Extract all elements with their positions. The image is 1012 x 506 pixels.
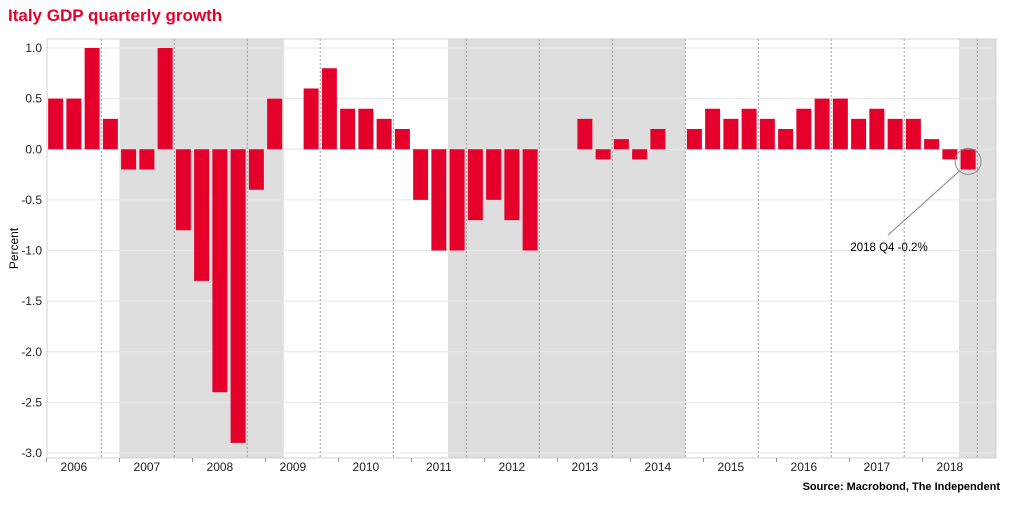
bar — [796, 108, 812, 150]
x-tick-label: 2011 — [426, 460, 452, 474]
axes: 1.0 0.5 0.0 -0.5 -1.0 -1.5 -2.0 -2.5 -3.0 2006 200… — [21, 38, 997, 474]
x-tick-label: 2016 — [791, 460, 818, 474]
bar — [340, 108, 356, 150]
bar — [759, 118, 775, 150]
bar — [924, 139, 940, 150]
recession-band — [448, 39, 686, 458]
bar — [650, 129, 666, 150]
y-tick-label: -1.5 — [21, 294, 42, 308]
bar — [595, 149, 611, 160]
annotation-label: 2018 Q4 -0.2% — [850, 242, 927, 254]
bar — [522, 149, 538, 251]
bar — [832, 98, 848, 150]
x-tick-label: 2009 — [280, 460, 307, 474]
source-note: Source: Macrobond, The Independent — [802, 481, 1000, 493]
x-tick-label: 2015 — [718, 460, 745, 474]
x-tick-label: 2014 — [645, 460, 672, 474]
y-tick-label: -1.0 — [21, 244, 42, 258]
bar — [212, 149, 228, 393]
y-tick-label: -0.5 — [21, 193, 42, 207]
bar — [851, 118, 867, 150]
bar — [376, 118, 392, 150]
bar — [321, 68, 337, 150]
x-tick-label: 2006 — [61, 460, 88, 474]
bar — [632, 149, 648, 160]
y-tick-label: 0.5 — [25, 92, 42, 106]
bar — [139, 149, 155, 170]
bar — [705, 108, 721, 150]
bar — [814, 98, 830, 150]
bar — [413, 149, 429, 200]
bars — [48, 48, 976, 443]
bar — [175, 149, 191, 231]
bar — [960, 149, 976, 170]
bar — [905, 118, 921, 150]
x-tick-label: 2007 — [134, 460, 161, 474]
x-tick-label: 2012 — [499, 460, 526, 474]
bar — [267, 98, 283, 150]
bar — [66, 98, 82, 150]
x-tick-label: 2008 — [207, 460, 234, 474]
y-axis-label: Percent — [7, 227, 21, 269]
bar — [394, 129, 410, 150]
annotation-leader-line — [887, 171, 960, 236]
bar — [504, 149, 520, 221]
chart-title: Italy GDP quarterly growth — [8, 6, 223, 25]
plot-frame — [46, 38, 997, 459]
annotation-circle — [954, 147, 982, 175]
bar — [723, 118, 739, 150]
x-tick-label: 2018 — [937, 460, 964, 474]
bar — [467, 149, 483, 221]
y-tick-label: -2.0 — [21, 345, 42, 359]
y-tick-label: -3.0 — [21, 446, 42, 460]
bar — [613, 139, 629, 150]
bar — [230, 149, 246, 443]
bar — [121, 149, 137, 170]
bar — [84, 48, 100, 150]
bar — [194, 149, 210, 281]
annotation: 2018 Q4 -0.2% — [850, 147, 982, 254]
bar — [358, 108, 374, 150]
bar — [887, 118, 903, 150]
y-tick-label: 1.0 — [25, 41, 42, 55]
bar — [303, 88, 319, 150]
x-tick-label: 2013 — [572, 460, 599, 474]
bar — [431, 149, 447, 251]
y-tick-label: 0.0 — [25, 142, 42, 156]
bar — [942, 149, 958, 160]
x-tick-label: 2017 — [864, 460, 891, 474]
bar — [778, 129, 794, 150]
bar — [486, 149, 502, 200]
bar — [157, 48, 173, 150]
bar — [102, 118, 118, 150]
bar — [869, 108, 885, 150]
bar — [48, 98, 64, 150]
bar — [741, 108, 757, 150]
x-tick-label: 2010 — [353, 460, 380, 474]
bar — [577, 118, 593, 150]
bar — [248, 149, 264, 190]
bar — [686, 129, 702, 150]
bar — [449, 149, 465, 251]
y-tick-label: -2.5 — [21, 395, 42, 409]
